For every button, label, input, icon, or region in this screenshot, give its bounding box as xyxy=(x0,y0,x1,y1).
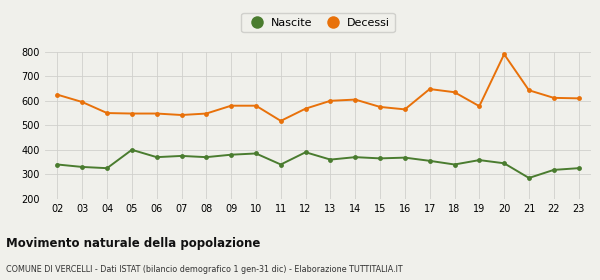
Legend: Nascite, Decessi: Nascite, Decessi xyxy=(241,13,395,32)
Text: Movimento naturale della popolazione: Movimento naturale della popolazione xyxy=(6,237,260,249)
Text: COMUNE DI VERCELLI - Dati ISTAT (bilancio demografico 1 gen-31 dic) - Elaborazio: COMUNE DI VERCELLI - Dati ISTAT (bilanci… xyxy=(6,265,403,274)
